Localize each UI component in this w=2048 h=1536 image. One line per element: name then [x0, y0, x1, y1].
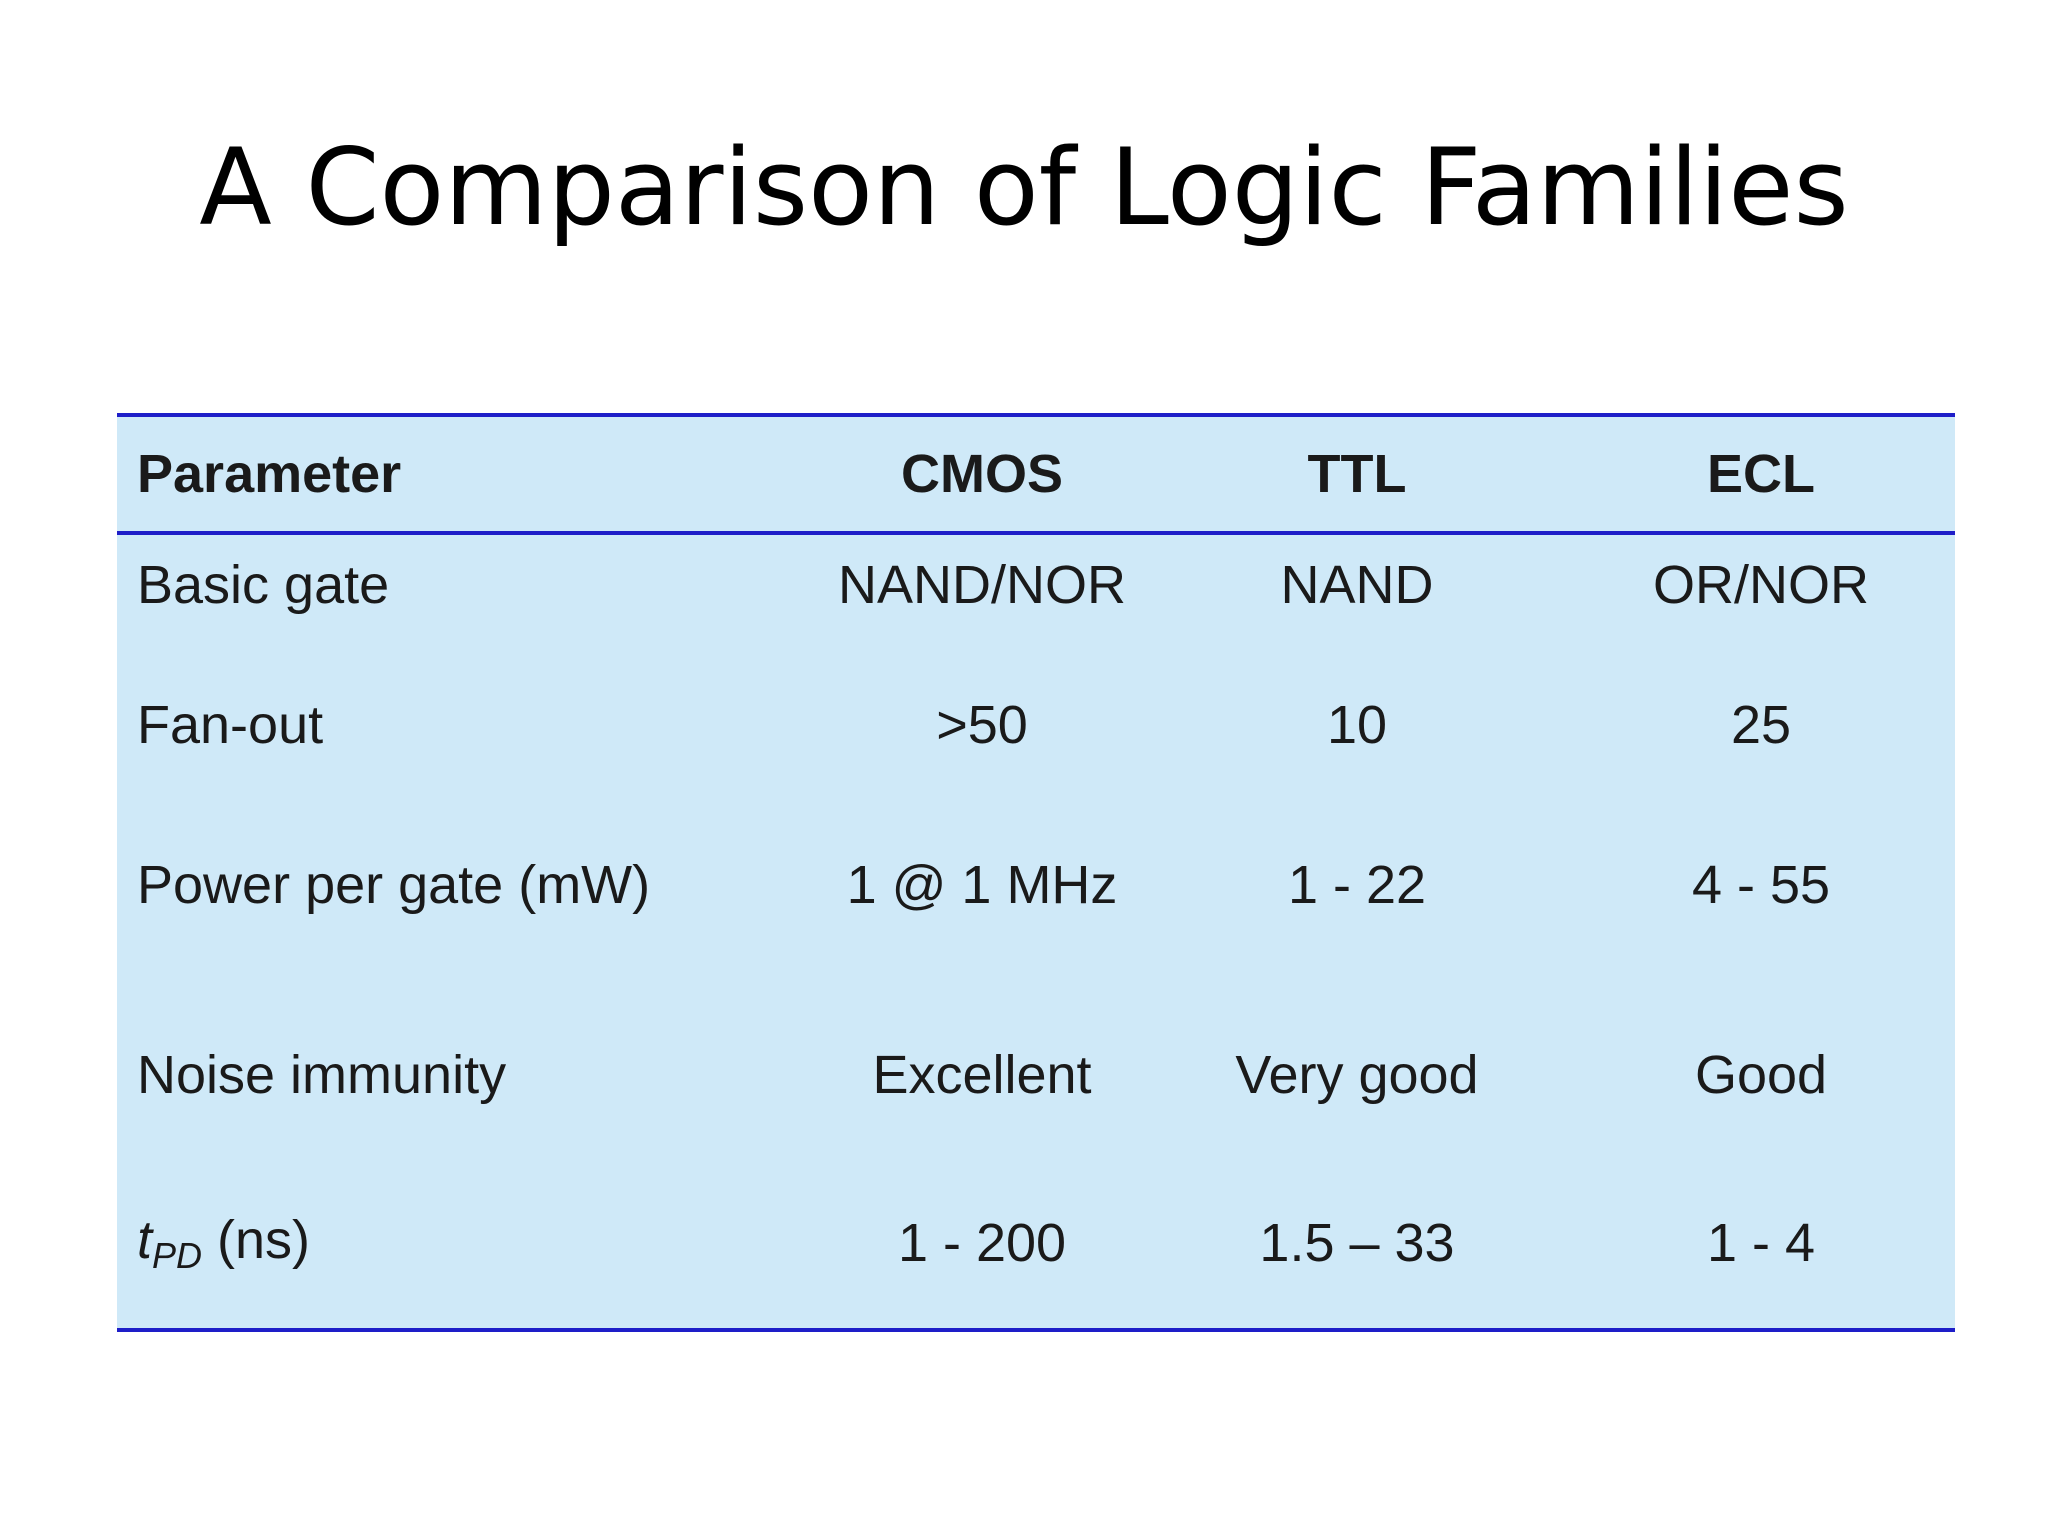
table-row: tPD (ns) 1 - 200 1.5 – 33 1 - 4: [117, 1195, 1955, 1290]
tpd-subscript: PD: [152, 1234, 203, 1276]
cell-ttl: 10: [1326, 695, 1388, 755]
cell-ecl: Good: [1694, 1045, 1828, 1105]
table-row: Basic gate NAND/NOR NAND OR/NOR: [117, 533, 1955, 635]
logic-families-table: Parameter CMOS TTL ECL Basic gate NAND/N…: [117, 417, 1955, 1290]
cell-ttl: 1.5 – 33: [1259, 1212, 1455, 1273]
cell-cmos: 1 - 200: [897, 1212, 1067, 1273]
cell-ecl: 4 - 55: [1691, 855, 1831, 915]
header-ttl: TTL: [1147, 417, 1567, 535]
cell-ecl: 1 - 4: [1706, 1212, 1816, 1273]
tpd-unit: (ns): [217, 1209, 311, 1270]
cell-ecl: OR/NOR: [1653, 555, 1869, 615]
header-ecl: ECL: [1567, 417, 1955, 535]
row-parameter: Power per gate (mW): [137, 855, 651, 915]
table-header-row: Parameter CMOS TTL ECL: [117, 417, 1955, 535]
row-parameter: Basic gate: [137, 555, 390, 615]
cell-cmos: >50: [936, 695, 1028, 755]
cell-ttl: NAND: [1280, 555, 1434, 615]
cell-cmos: Excellent: [872, 1045, 1092, 1105]
table-row: Power per gate (mW) 1 @ 1 MHz 1 - 22 4 -…: [117, 815, 1955, 955]
row-parameter: Fan-out: [137, 695, 324, 755]
header-parameter: Parameter: [117, 417, 817, 535]
cell-ttl: Very good: [1235, 1045, 1479, 1105]
cell-ecl: 25: [1730, 695, 1792, 755]
table-row: Fan-out >50 10 25: [117, 635, 1955, 815]
slide-title: A Comparison of Logic Families: [199, 126, 1849, 249]
row-parameter: Noise immunity: [137, 1045, 507, 1105]
table-row: Noise immunity Excellent Very good Good: [117, 955, 1955, 1195]
row-parameter-tpd: tPD (ns): [117, 1195, 817, 1290]
tpd-symbol: t: [137, 1209, 153, 1270]
comparison-table-panel: Parameter CMOS TTL ECL Basic gate NAND/N…: [117, 413, 1955, 1332]
cell-ttl: 1 - 22: [1287, 855, 1427, 915]
cell-cmos: NAND/NOR: [837, 555, 1126, 615]
header-cmos: CMOS: [817, 417, 1147, 535]
cell-cmos: 1 @ 1 MHz: [846, 855, 1118, 915]
